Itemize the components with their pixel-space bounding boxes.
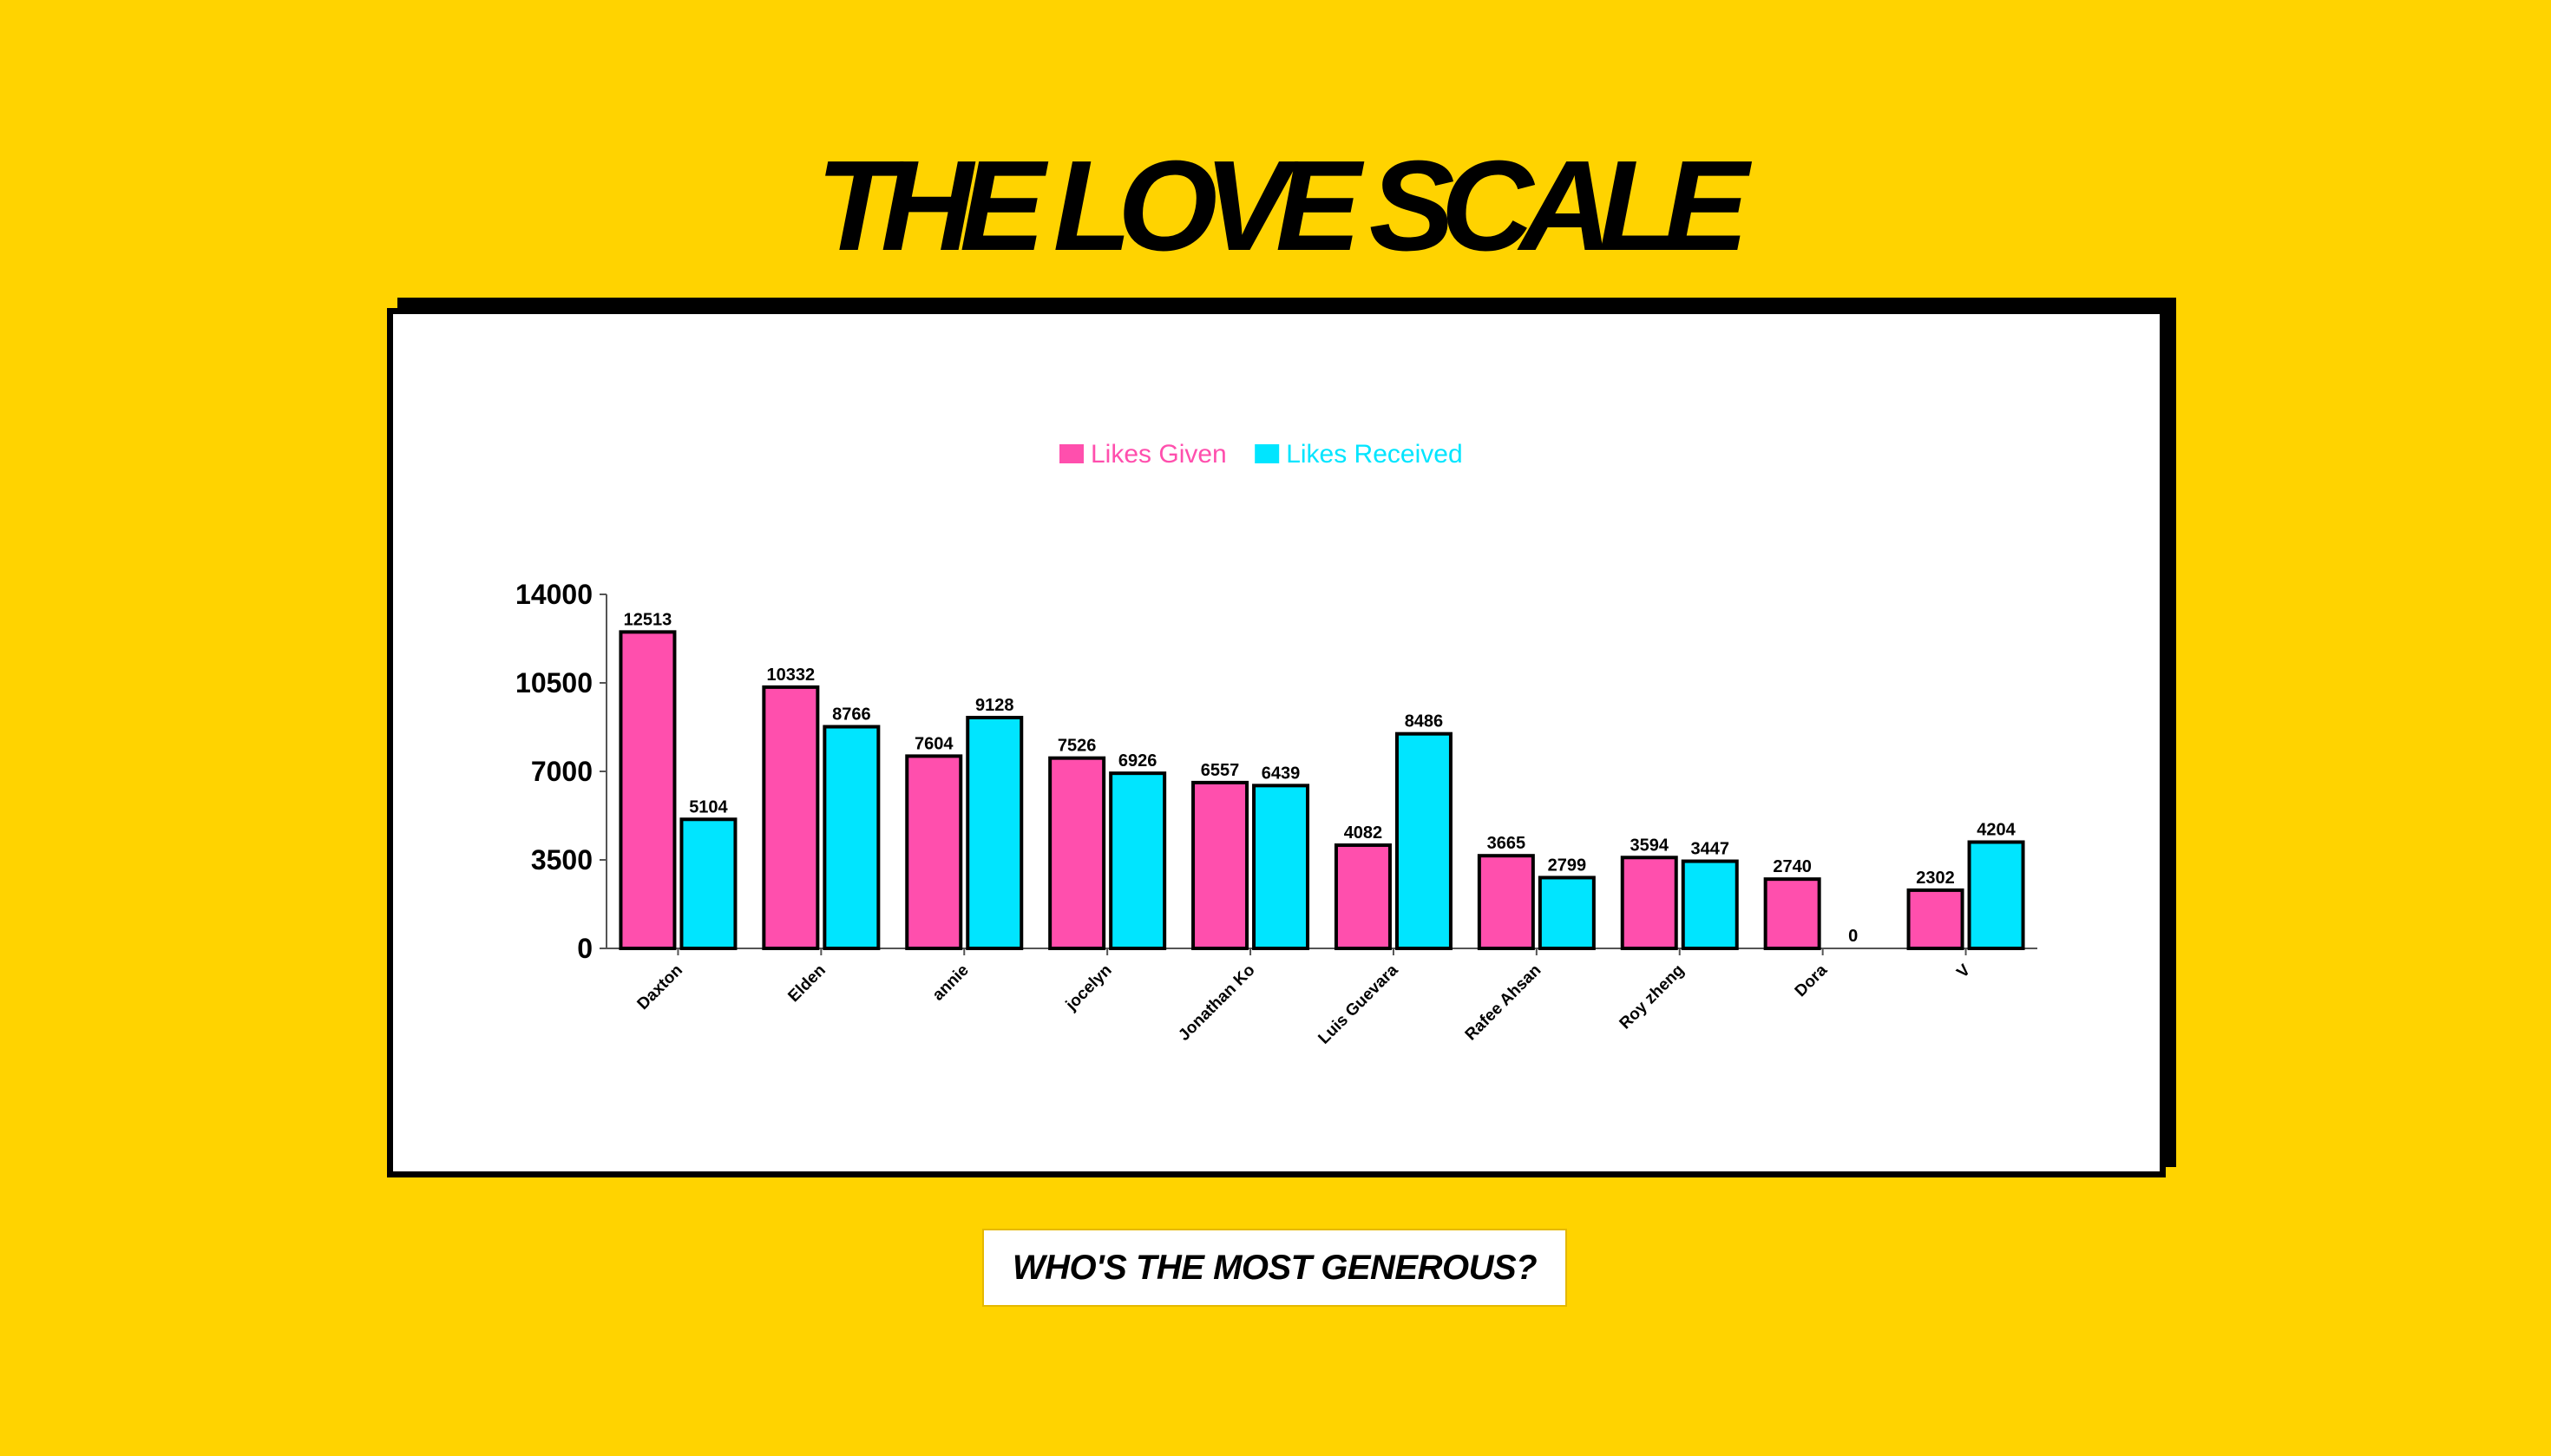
legend-label-0: Likes Given [1091,440,1227,469]
x-tick-label: Elden [784,961,829,1006]
bar-likes-given [762,685,820,950]
bar-chart: Likes Given Likes Received 0 3500 7000 10500 1… [515,440,2037,1048]
data-label: 3447 [1691,840,1730,859]
subtitle-box: WHO'S THE MOST GENEROUS? [982,1229,1567,1307]
x-tick-label: jocelyn [1062,961,1116,1015]
bar-likes-received [1681,859,1739,950]
data-label: 9128 [975,696,1014,715]
data-label: 7526 [1058,737,1097,756]
data-label: 12513 [624,610,672,629]
y-tick-label: 7000 [531,756,593,787]
data-label: 8766 [832,705,871,725]
subtitle-text: WHO'S THE MOST GENEROUS? [1012,1248,1538,1287]
x-tick-label: Luis Guevara [1315,961,1402,1047]
bar-likes-received [1394,731,1453,951]
data-label: 8486 [1405,712,1444,731]
y-tick-label: 14000 [515,579,593,610]
bar-likes-received [823,725,881,950]
data-label: 6439 [1262,764,1301,783]
bar-likes-given [1048,756,1106,951]
x-tick-label: Dora [1792,961,1832,1000]
bar-likes-received [679,817,738,951]
bar-likes-given [619,630,677,950]
data-label: 0 [1848,927,1858,946]
data-label: 2799 [1548,856,1587,875]
y-tick-label: 3500 [531,844,593,876]
legend-swatch-1 [1255,444,1280,463]
data-label: 3594 [1630,836,1669,855]
data-label: 6926 [1118,751,1157,771]
y-tick-label: 10500 [515,667,593,698]
bar-likes-received [1967,840,2025,950]
legend-label-1: Likes Received [1286,440,1462,469]
data-label: 3665 [1487,834,1526,853]
x-tick-label: annie [929,961,973,1005]
bar-likes-given [1906,888,1964,951]
x-tick-label: Daxton [634,961,686,1013]
legend-swatch-0 [1059,444,1084,463]
bar-likes-received [1109,771,1167,950]
bar-likes-given [905,754,963,950]
x-tick-label: Roy zheng [1617,961,1689,1033]
bar-likes-given [1477,854,1535,950]
data-label: 2740 [1773,857,1811,876]
page-title: THE LOVE SCALE [816,134,1749,278]
data-label: 4082 [1344,823,1383,843]
bar-likes-received [966,715,1024,950]
bar-likes-given [1620,856,1678,950]
x-tick-label: Rafee Ahsan [1462,961,1545,1045]
data-label: 5104 [689,797,728,817]
y-tick-label: 0 [577,933,593,964]
x-tick-label: Jonathan Ko [1175,961,1258,1045]
data-label: 7604 [915,734,954,753]
bar-likes-given [1191,780,1249,950]
data-label: 4204 [1977,820,2016,839]
bar-likes-received [1252,784,1310,950]
x-tick-label: V [1953,961,1974,981]
data-label: 10332 [767,666,816,685]
data-label: 2302 [1916,869,1955,888]
bar-likes-received [1538,876,1596,950]
data-label: 6557 [1201,761,1240,780]
chart-card: Likes Given Likes Received 0 3500 7000 10500 1… [387,308,2166,1177]
bar-likes-given [1763,877,1821,950]
bar-likes-given [1334,843,1392,951]
